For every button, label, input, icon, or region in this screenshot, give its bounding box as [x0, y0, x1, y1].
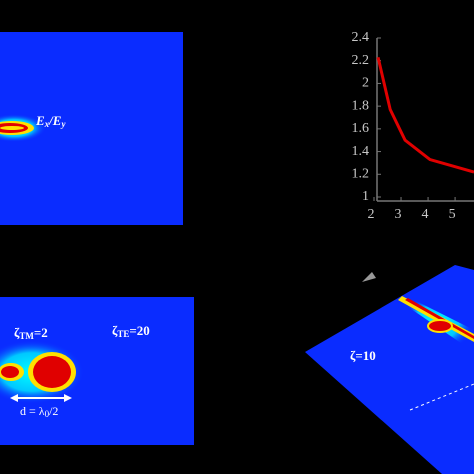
panel-d: ζ=10: [305, 265, 474, 474]
data-line: [376, 56, 474, 174]
panel-c: ζTM=2 ζTE=20 d = λ0/2: [0, 297, 194, 445]
field-core: [33, 356, 71, 388]
view-arrow: [362, 272, 376, 282]
y-tick-label: 2.4: [352, 30, 370, 45]
line-chart: 1 1.2 1.4 1.6 1.8 2 2.2 2.4 2 3 4 5: [352, 30, 474, 222]
plane: [305, 265, 474, 474]
y-tick-label: 1.8: [352, 98, 370, 113]
panel-a: Ex/Ey: [0, 32, 183, 225]
y-tick-label: 2: [362, 76, 369, 91]
x-tick-label: 3: [395, 207, 402, 222]
y-tick-label: 1.6: [352, 121, 370, 136]
distance-label: d = λ0/2: [20, 404, 58, 419]
field-label: Ex/Ey: [35, 113, 66, 129]
y-tick-label: 1: [362, 189, 369, 204]
y-tick-label: 1.2: [352, 167, 370, 182]
field-core: [405, 298, 474, 339]
field-core: [1, 366, 19, 378]
field-core: [0, 126, 24, 130]
field-core: [427, 319, 453, 333]
x-tick-label: 5: [449, 207, 456, 222]
y-tick-label: 1.4: [352, 144, 370, 159]
zeta-label: ζ=10: [350, 348, 376, 363]
zeta-tm: ζTM=2: [14, 325, 48, 341]
zeta-te: ζTE=20: [112, 323, 150, 339]
y-tick-label: 2.2: [352, 53, 370, 68]
x-tick-label: 2: [368, 207, 375, 222]
field-core: [398, 296, 474, 342]
x-tick-label: 4: [422, 207, 429, 222]
